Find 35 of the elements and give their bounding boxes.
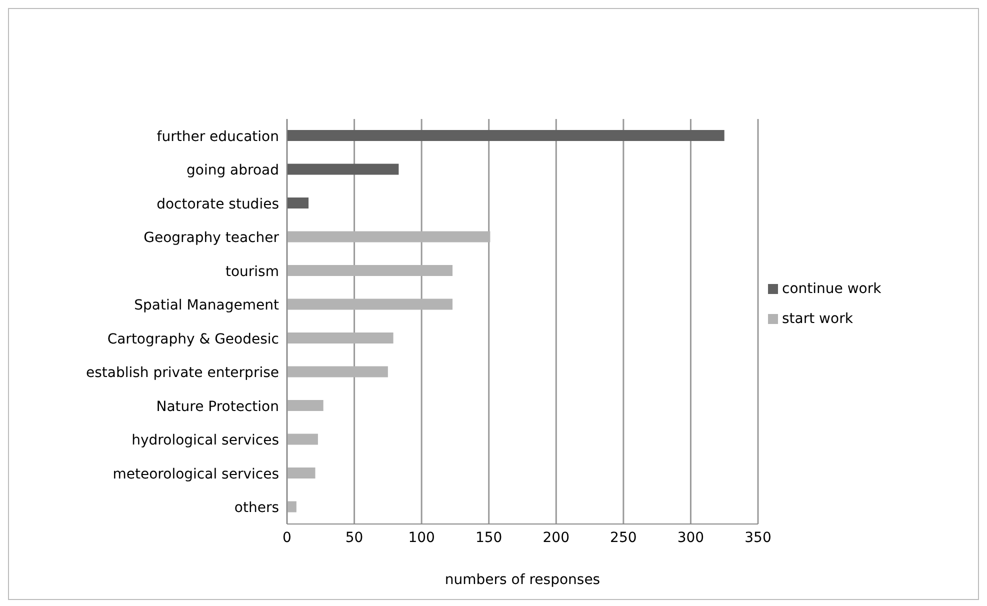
y-tick-label: others: [234, 500, 279, 516]
bar: [287, 501, 296, 512]
x-tick-label: 200: [542, 530, 570, 546]
y-tick-label: Cartography & Geodesic: [107, 331, 279, 348]
y-tick-label: establish private enterprise: [86, 365, 279, 382]
bar: [287, 231, 490, 242]
x-tick-label: 250: [610, 530, 637, 546]
bar: [287, 468, 316, 478]
x-axis-title: numbers of responses: [444, 572, 600, 588]
legend-label: start work: [782, 311, 853, 327]
bar: [287, 400, 324, 411]
bar: [287, 332, 394, 344]
x-tick-label: 50: [345, 530, 364, 546]
bar: [287, 130, 724, 141]
bar: [287, 434, 318, 445]
y-tick-label: further education: [156, 128, 279, 145]
bar: [287, 198, 309, 208]
y-tick-label: doctorate studies: [156, 196, 279, 212]
x-tick-label: 0: [282, 530, 292, 546]
x-tick-label: 150: [475, 530, 502, 546]
legend-label: continue work: [782, 281, 882, 297]
y-tick-label: hydrological services: [132, 432, 279, 449]
y-tick-label: Nature Protection: [156, 398, 279, 415]
bar: [287, 164, 399, 175]
bar: [287, 366, 388, 378]
bar: [287, 265, 453, 276]
y-tick-label: meteorological services: [112, 466, 279, 482]
y-tick-label: going abroad: [186, 162, 279, 179]
bar: [287, 298, 453, 310]
y-tick-label: tourism: [225, 264, 279, 280]
x-tick-label: 100: [408, 530, 435, 546]
x-tick-label: 350: [744, 530, 772, 546]
x-tick-label: 300: [677, 530, 704, 546]
y-tick-label: Spatial Management: [134, 298, 280, 314]
y-tick-label: Geography teacher: [144, 230, 280, 246]
